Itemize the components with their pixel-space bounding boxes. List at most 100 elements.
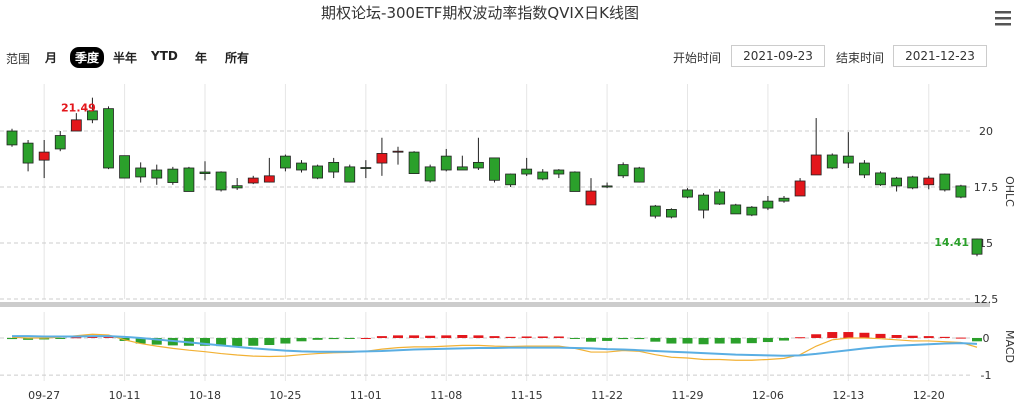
macd-bar	[360, 337, 371, 339]
x-tick-label: 12-13	[832, 389, 864, 402]
macd-bar	[795, 337, 806, 339]
candle-body	[746, 206, 758, 216]
x-tick-label: 10-11	[109, 389, 141, 402]
range-label: 范围	[6, 52, 31, 66]
y-tick-label: 12.5	[974, 293, 999, 306]
candle-body	[344, 166, 356, 183]
candle-body	[87, 110, 98, 121]
start-input[interactable]: 2021-09-23	[731, 45, 825, 67]
macd-bar	[296, 337, 307, 342]
candle-body	[473, 161, 484, 169]
macd-bar	[216, 337, 227, 347]
x-tick-label: 12-20	[913, 389, 945, 402]
y-tick-label: 15	[979, 237, 993, 250]
macd-bar	[409, 335, 420, 338]
candle-body	[408, 151, 420, 174]
candle-body	[778, 197, 790, 202]
candle-body	[666, 209, 677, 218]
y-tick-label: 17.5	[974, 181, 999, 194]
max-label: 21.49	[61, 102, 96, 115]
range-button[interactable]: 年	[195, 51, 208, 65]
x-tick-label: 10-18	[189, 389, 221, 402]
end-input[interactable]: 2021-12-23	[893, 45, 987, 67]
macd-bar	[843, 332, 854, 338]
macd-bar	[280, 337, 291, 344]
macd-bar	[650, 337, 661, 342]
candle-body	[456, 166, 468, 171]
candle-body	[891, 177, 902, 187]
macd-bar	[39, 337, 50, 340]
candle-body	[489, 157, 500, 181]
macd-bar	[972, 337, 982, 342]
macd-bar	[521, 336, 532, 338]
candle-body	[505, 173, 516, 186]
candle-body	[38, 151, 50, 161]
macd-bar	[232, 337, 243, 347]
candle-body	[22, 142, 34, 164]
range-button[interactable]: 季度	[70, 47, 105, 68]
macd-bar	[457, 335, 468, 338]
y-tick-label: -1	[981, 369, 992, 382]
candle-body	[682, 189, 693, 198]
chart-title: 期权论坛-300ETF期权波动率指数QVIX日K线图	[321, 4, 639, 22]
x-tick-label: 11-01	[350, 389, 382, 402]
candle-body	[569, 171, 581, 192]
candle-body	[215, 171, 227, 191]
candle-body	[649, 205, 661, 217]
macd-bar	[200, 337, 210, 346]
range-button[interactable]: 所有	[225, 51, 250, 65]
candle-body	[280, 155, 291, 169]
x-tick-label: 10-25	[269, 389, 301, 402]
candle-body	[826, 154, 838, 169]
candle-body	[617, 164, 629, 177]
macd-bar	[55, 337, 66, 339]
candle-body	[794, 180, 806, 197]
candle-body	[263, 175, 275, 183]
x-tick-label: 11-08	[430, 389, 462, 402]
range-button[interactable]: 半年	[113, 51, 138, 65]
candle-body	[714, 191, 726, 205]
macd-bar	[441, 335, 452, 338]
macd-bar	[7, 337, 17, 340]
macd-bar	[312, 337, 323, 340]
candle-body	[6, 130, 18, 146]
macd-bar	[875, 333, 886, 338]
macd-bar	[393, 335, 403, 338]
macd-line	[11, 333, 978, 361]
candle-body	[923, 177, 935, 186]
macd-bar	[939, 336, 950, 338]
macd-bar	[23, 337, 34, 340]
macd-bar	[473, 335, 484, 338]
range-button[interactable]: YTD	[151, 49, 178, 63]
separator	[0, 302, 990, 307]
macd-bar	[666, 337, 677, 344]
macd-bar	[505, 336, 516, 338]
candle-body	[521, 168, 533, 175]
macd-bar	[344, 337, 355, 339]
macd-bar	[328, 337, 339, 340]
candle-body	[424, 166, 436, 182]
candle-body	[199, 171, 211, 174]
x-tick-label: 11-15	[511, 389, 543, 402]
candle-body	[971, 238, 983, 255]
candle-body	[907, 176, 919, 189]
candle-body	[553, 169, 565, 175]
candle-body	[875, 172, 886, 186]
macd-bar	[618, 337, 629, 340]
macd-bar	[746, 337, 757, 344]
macd-bar	[762, 337, 773, 343]
y-axis-label: MACD	[1003, 330, 1016, 363]
macd-bar	[779, 337, 789, 341]
menu-icon[interactable]	[995, 11, 1011, 26]
candle-body	[601, 185, 613, 188]
macd-bar	[489, 336, 500, 338]
candle-body	[328, 161, 340, 173]
candle-body	[231, 185, 243, 189]
range-button[interactable]: 月	[45, 51, 58, 65]
candle-body	[842, 155, 854, 164]
macd-bar	[135, 337, 146, 344]
macd-bar	[103, 336, 114, 338]
macd-bar	[376, 336, 387, 338]
macd-bar	[698, 337, 709, 345]
